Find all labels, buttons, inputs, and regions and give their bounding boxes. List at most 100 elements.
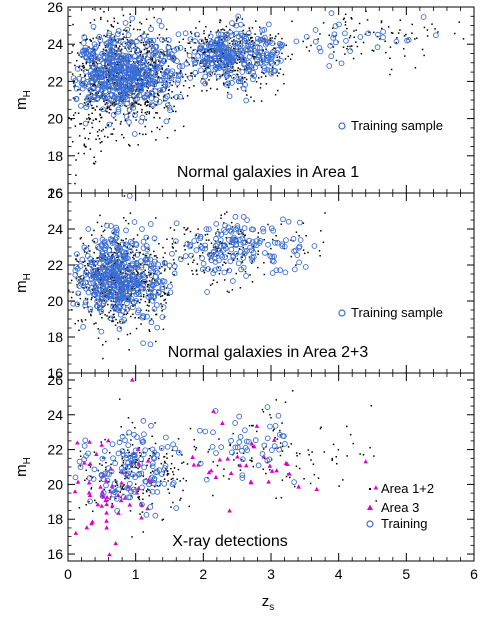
area12-point: [320, 426, 322, 429]
galaxy-point: [142, 293, 145, 296]
area12-point: [166, 474, 169, 476]
galaxy-point: [98, 268, 100, 271]
galaxy-point: [171, 84, 173, 87]
galaxy-point: [275, 35, 277, 38]
galaxy-point: [99, 141, 102, 144]
area12-point: [122, 460, 125, 462]
galaxy-point: [159, 117, 161, 119]
training-point: [107, 291, 113, 298]
galaxy-point: [85, 69, 88, 71]
galaxy-point: [71, 140, 74, 143]
area12-point: [122, 485, 124, 487]
area3-point: [225, 456, 230, 461]
galaxy-point: [82, 64, 85, 67]
galaxy-point: [206, 66, 208, 69]
galaxy-point: [146, 100, 149, 102]
training-point: [208, 253, 215, 259]
galaxy-point: [379, 38, 381, 40]
galaxy-point: [189, 46, 192, 49]
training-point: [239, 69, 246, 75]
area12-point: [92, 510, 94, 513]
galaxy-point: [279, 60, 281, 62]
galaxy-point: [145, 47, 147, 50]
galaxy-point: [69, 9, 71, 11]
galaxy-point: [89, 148, 92, 150]
training-point: [147, 256, 154, 263]
training-point: [135, 291, 142, 297]
training-point: [132, 96, 139, 102]
galaxy-point: [348, 36, 351, 39]
training-point: [135, 73, 141, 80]
training-point: [215, 40, 221, 47]
galaxy-point: [330, 43, 332, 45]
galaxy-point: [154, 96, 156, 98]
galaxy-point: [115, 44, 118, 47]
galaxy-point: [227, 269, 229, 271]
training-point: [293, 38, 300, 45]
galaxy-point: [212, 279, 215, 282]
training-point: [274, 50, 280, 56]
galaxy-point: [95, 138, 97, 141]
galaxy-point: [258, 26, 261, 28]
galaxy-point: [87, 245, 90, 247]
training-point: [141, 33, 148, 39]
galaxy-point: [271, 238, 274, 241]
training-point: [111, 480, 118, 487]
galaxy-point: [106, 79, 109, 81]
training-point: [111, 100, 117, 107]
galaxy-point: [153, 255, 156, 257]
y-axis-label-main: m: [13, 464, 30, 477]
training-point: [173, 220, 180, 227]
galaxy-point: [241, 261, 244, 263]
training-point: [226, 237, 232, 243]
training-point: [218, 231, 225, 238]
training-point: [150, 480, 157, 487]
galaxy-point: [147, 248, 150, 251]
galaxy-point: [158, 34, 161, 36]
area12-point: [103, 488, 105, 491]
training-point: [122, 20, 129, 26]
training-point: [187, 36, 194, 42]
legend: Training sample: [338, 118, 443, 133]
galaxy-point: [146, 304, 149, 307]
galaxy-point: [125, 29, 128, 32]
galaxy-point: [113, 20, 116, 23]
galaxy-point: [77, 112, 80, 114]
training-point: [233, 242, 239, 249]
galaxy-point: [97, 267, 99, 269]
galaxy-point: [107, 136, 109, 138]
galaxy-point: [155, 104, 158, 106]
galaxy-point: [216, 247, 219, 250]
training-point: [250, 76, 256, 83]
galaxy-point: [265, 83, 268, 85]
area12-point: [158, 457, 160, 460]
training-point: [80, 40, 87, 46]
area12-point: [118, 398, 121, 400]
area12-point: [373, 455, 375, 457]
galaxy-point: [185, 229, 187, 231]
area12-point: [126, 465, 129, 468]
galaxy-point: [202, 52, 204, 54]
galaxy-point: [165, 302, 167, 304]
galaxy-point: [104, 258, 106, 261]
training-point: [238, 228, 244, 235]
training-point: [375, 31, 381, 38]
area3-point: [84, 525, 90, 530]
training-point: [98, 328, 105, 335]
area12-point: [127, 417, 130, 419]
galaxy-point: [248, 29, 251, 32]
training-point: [114, 227, 120, 233]
area12-point: [280, 496, 283, 499]
galaxy-point: [179, 72, 181, 74]
galaxy-point: [197, 228, 199, 230]
galaxy-point: [291, 20, 293, 23]
training-point: [230, 278, 236, 284]
galaxy-point: [83, 143, 86, 146]
training-point: [144, 313, 150, 320]
training-point: [122, 253, 129, 259]
area12-point: [228, 478, 230, 480]
galaxy-point: [235, 272, 237, 275]
galaxy-point: [182, 76, 184, 78]
area12-point: [295, 452, 298, 454]
area12-point: [252, 424, 254, 427]
